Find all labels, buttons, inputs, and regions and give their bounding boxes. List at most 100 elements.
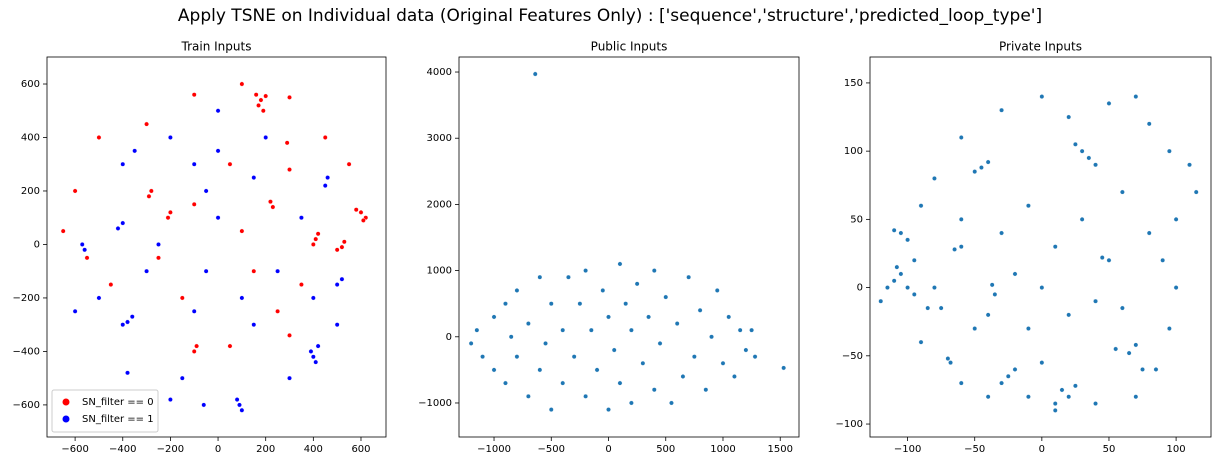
point xyxy=(532,71,538,77)
y-tick-label: 0 xyxy=(446,332,452,343)
point xyxy=(952,246,957,252)
point xyxy=(474,327,480,333)
point xyxy=(275,268,281,274)
point xyxy=(315,231,321,237)
point xyxy=(270,204,276,210)
point xyxy=(1093,298,1098,304)
point xyxy=(525,321,531,326)
point xyxy=(148,188,154,194)
point xyxy=(191,161,197,167)
point xyxy=(737,327,743,333)
point xyxy=(1106,257,1112,263)
point xyxy=(275,308,281,314)
point xyxy=(1133,94,1139,99)
point xyxy=(657,341,663,346)
point xyxy=(346,161,352,167)
x-tick-label: 500 xyxy=(656,444,675,455)
point xyxy=(1012,367,1018,372)
point xyxy=(339,244,345,250)
point xyxy=(999,230,1004,236)
y-tick-label: 3000 xyxy=(427,133,452,144)
point xyxy=(958,135,964,140)
point xyxy=(1066,394,1072,400)
point xyxy=(898,271,904,277)
point xyxy=(583,268,589,273)
point xyxy=(251,268,257,274)
point xyxy=(752,354,758,360)
point xyxy=(537,274,543,280)
point xyxy=(732,374,737,379)
y-tick-label: 600 xyxy=(21,79,40,90)
point xyxy=(918,203,924,209)
point xyxy=(611,347,617,353)
point xyxy=(287,332,292,338)
y-tick-label: −1000 xyxy=(418,398,452,409)
point xyxy=(600,288,606,293)
point xyxy=(1079,216,1085,222)
point xyxy=(168,135,173,140)
y-tick-label: 150 xyxy=(844,78,863,89)
point xyxy=(1099,255,1105,260)
x-tick-label: −100 xyxy=(894,444,921,455)
x-tick-label: 1500 xyxy=(767,444,792,455)
point xyxy=(201,402,207,408)
point xyxy=(129,314,135,320)
point xyxy=(168,397,173,402)
point xyxy=(989,282,995,288)
point xyxy=(709,334,714,340)
point xyxy=(313,236,319,242)
point xyxy=(310,242,316,247)
x-tick-label: 200 xyxy=(256,444,275,455)
point xyxy=(108,282,114,287)
point xyxy=(299,215,304,221)
point xyxy=(640,360,646,366)
point xyxy=(674,321,680,326)
point xyxy=(749,327,755,333)
legend-label: SN_filter == 1 xyxy=(82,414,154,425)
y-tick-label: 100 xyxy=(844,146,863,157)
subplot-title: Private Inputs xyxy=(999,40,1082,54)
point xyxy=(341,239,347,245)
point xyxy=(891,278,897,284)
x-tick-label: 400 xyxy=(304,444,323,455)
point xyxy=(1153,367,1159,372)
point xyxy=(1073,141,1078,147)
point xyxy=(263,135,269,140)
x-tick-label: 0 xyxy=(215,444,221,455)
point xyxy=(958,380,964,386)
point xyxy=(594,367,600,373)
point xyxy=(999,380,1004,386)
point xyxy=(905,285,910,290)
plot-area xyxy=(468,71,787,412)
point xyxy=(646,314,651,320)
point xyxy=(268,199,273,205)
point xyxy=(1187,162,1192,168)
point xyxy=(663,294,669,300)
point xyxy=(651,268,657,273)
point xyxy=(322,183,328,189)
point xyxy=(156,242,161,247)
point xyxy=(191,349,197,354)
y-tick-label: 200 xyxy=(21,186,40,197)
x-tick-label: 0 xyxy=(605,444,611,455)
point xyxy=(339,276,345,282)
point xyxy=(566,274,571,280)
x-tick-label: 0 xyxy=(1039,444,1045,455)
point xyxy=(251,322,257,328)
x-tick-label: −200 xyxy=(157,444,184,455)
point xyxy=(234,397,240,402)
point xyxy=(1026,326,1031,331)
point xyxy=(932,176,937,181)
point xyxy=(1173,285,1179,290)
point xyxy=(985,159,991,165)
point xyxy=(1119,189,1125,195)
point xyxy=(1126,350,1132,356)
point xyxy=(911,292,917,297)
point xyxy=(1160,257,1166,263)
legend-box xyxy=(51,389,159,433)
point xyxy=(691,354,697,360)
point xyxy=(1066,114,1072,120)
point xyxy=(334,247,340,253)
point xyxy=(503,301,508,307)
